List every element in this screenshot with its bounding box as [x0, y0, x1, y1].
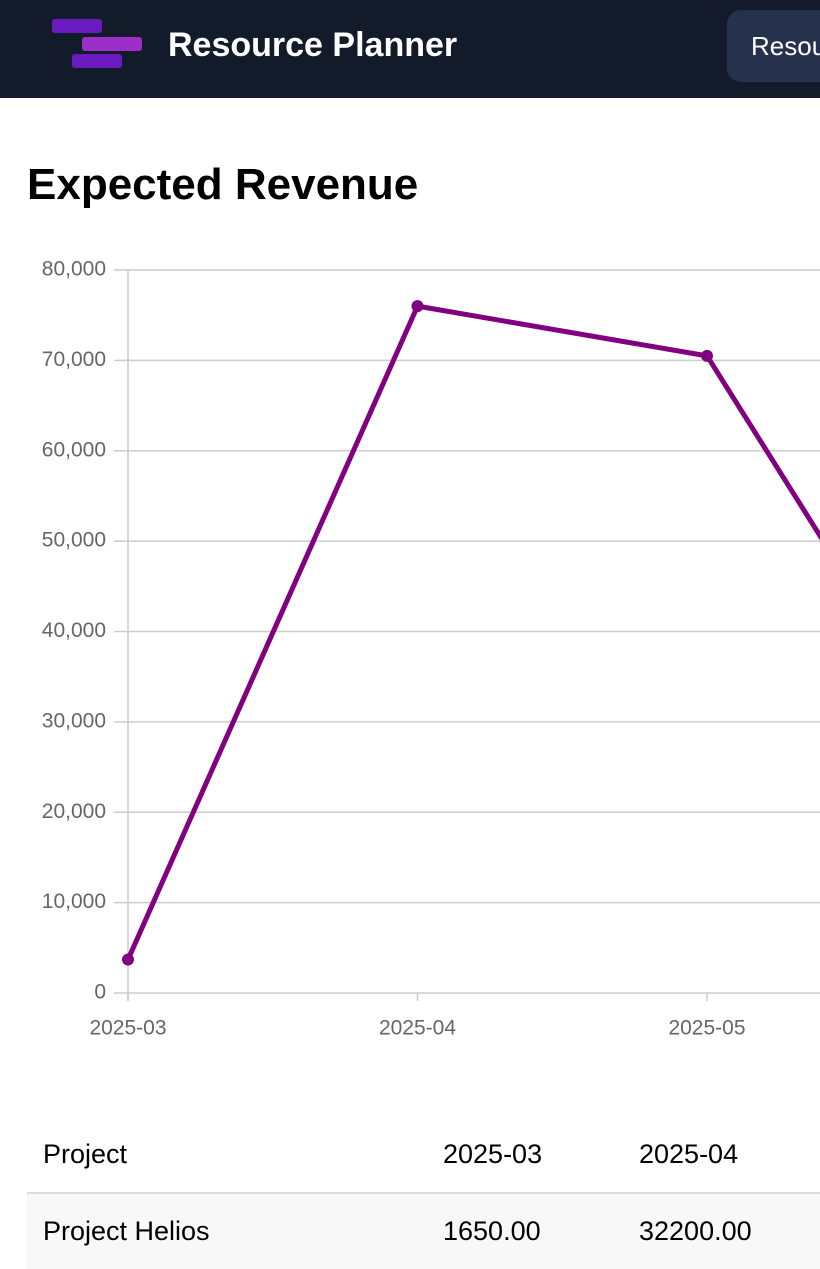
- point: [122, 953, 134, 966]
- cell: 1650.00: [443, 1216, 541, 1246]
- x-tick-label: 2025-03: [89, 1017, 166, 1040]
- y-tick-label: 50,000: [42, 529, 106, 552]
- chart: 0 10,000 20,000 30,000 40,000 50,000 60,000 70,…: [42, 258, 820, 1040]
- cell: Project Helios: [43, 1216, 210, 1246]
- y-tick-label: 40,000: [42, 619, 106, 642]
- app-title: Resource Planner: [168, 26, 458, 64]
- x-tick-label: 2025-05: [668, 1017, 745, 1040]
- point: [701, 349, 713, 362]
- header-cell: 2025-03: [443, 1139, 543, 1169]
- header-cell: 2025-04: [639, 1139, 739, 1169]
- y-tick-label: 20,000: [42, 800, 106, 823]
- line: [125, 303, 820, 961]
- revenue-table: Project 2025-03 2025-04 Project Helios 1…: [27, 1117, 820, 1269]
- x-tick-label: 2025-04: [379, 1017, 456, 1040]
- y-tick-label: 70,000: [42, 348, 106, 371]
- table-row: Project Helios 1650.00 32200.00: [27, 1193, 820, 1269]
- y-tick-label: 60,000: [42, 438, 106, 461]
- nav-button[interactable]: Resources: [727, 10, 820, 82]
- y-tick-label: 10,000: [42, 890, 106, 913]
- y-tick-label: 0: [94, 981, 106, 1004]
- logo: [52, 19, 142, 68]
- y-tick-label: 30,000: [42, 709, 106, 732]
- cell: 32200.00: [639, 1216, 752, 1246]
- header-cell: Project: [43, 1139, 128, 1169]
- point: [411, 300, 424, 313]
- chart-title: Expected Revenue: [27, 160, 419, 209]
- table-header: Project 2025-03 2025-04: [27, 1117, 820, 1193]
- app-header: Resource Planner Resources: [0, 0, 820, 98]
- y-tick-label: 80,000: [42, 258, 106, 281]
